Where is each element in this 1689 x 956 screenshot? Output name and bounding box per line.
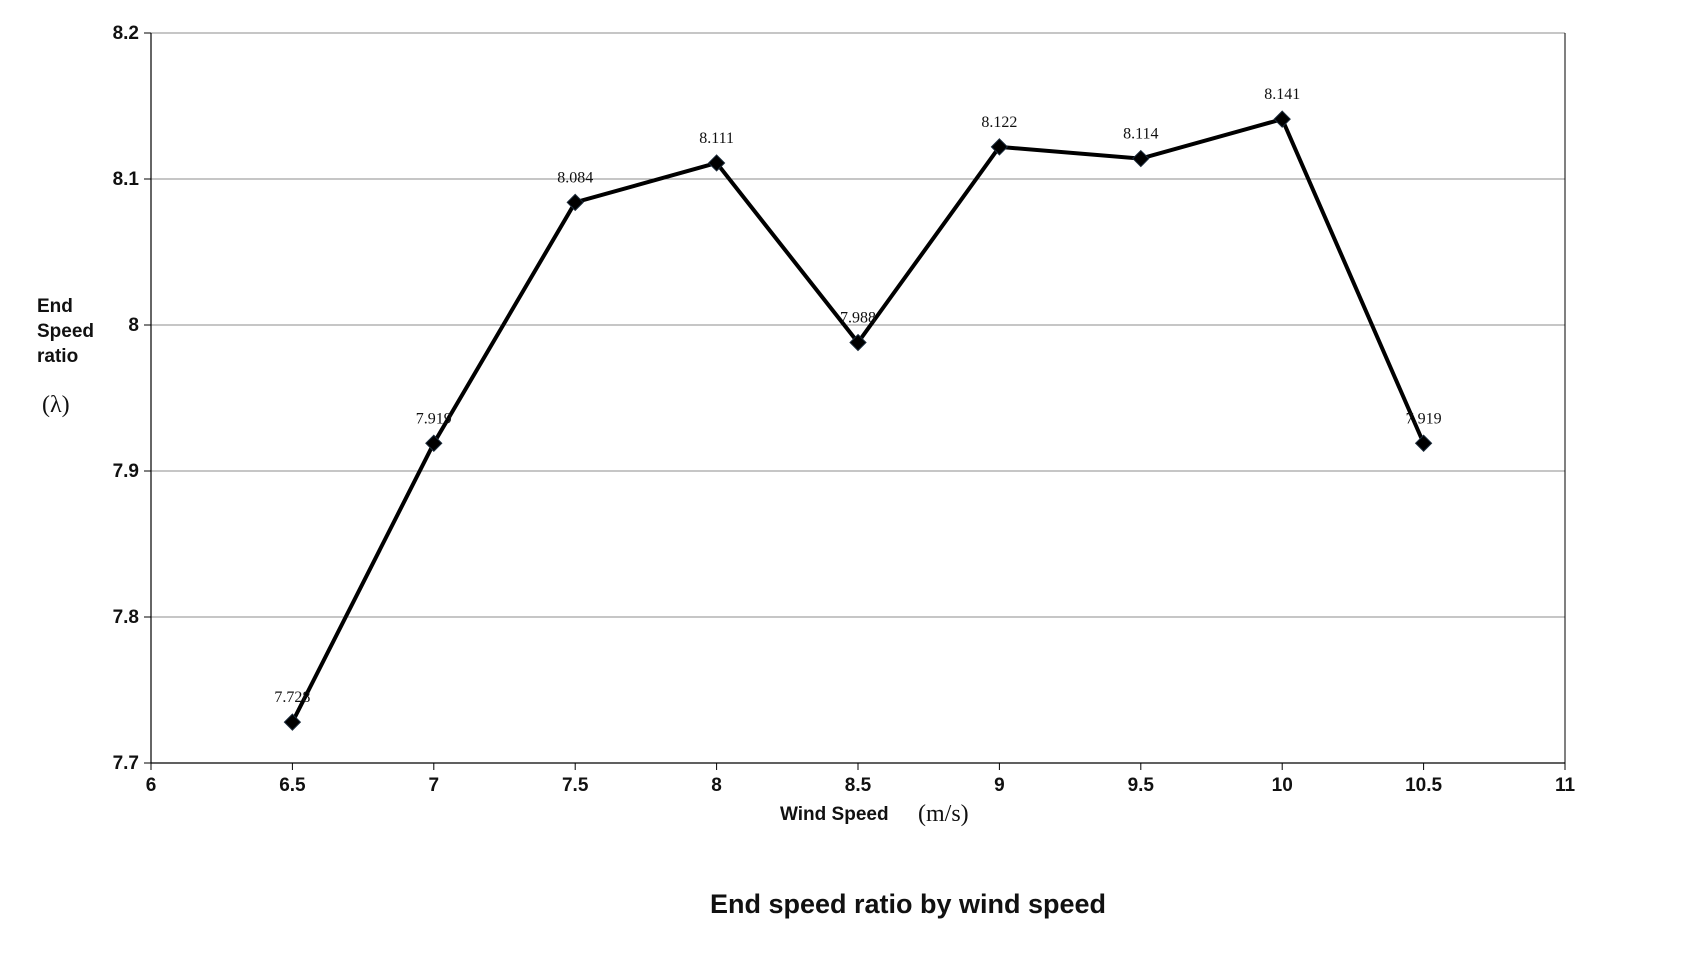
- data-labels: 7.728 7.919 8.084 8.111 7.988 8.122 8.114 8.141…: [274, 86, 1441, 706]
- data-point-marker: [1414, 434, 1433, 452]
- data-label: 7.728: [274, 689, 310, 706]
- y-tick-label-4: 8.1: [113, 169, 140, 190]
- y-axis-title-line-3: ratio: [37, 346, 78, 367]
- data-label: 8.122: [981, 114, 1017, 131]
- data-series: [283, 110, 1433, 731]
- x-tick-label-7: 9.5: [1128, 775, 1155, 796]
- tick-labels: 7.7 7.8 7.9 8 8.1 8.2 6 6.5 7 7.5 8 8.5 9 9.5 10 10.5 11: [113, 23, 1576, 796]
- data-point-marker: [707, 154, 726, 172]
- y-axis-title: End Speed ratio (λ): [37, 296, 94, 418]
- data-point-marker: [566, 193, 584, 212]
- x-axis-title: Wind Speed (m/s): [780, 801, 969, 827]
- y-tick-label-5: 8.2: [113, 23, 139, 44]
- y-axis-title-line-1: End: [37, 296, 73, 317]
- data-label: 7.919: [416, 410, 452, 427]
- x-tick-label-9: 10.5: [1405, 775, 1442, 796]
- x-tick-label-10: 11: [1555, 775, 1576, 796]
- data-label: 8.111: [699, 130, 734, 147]
- y-tick-label-0: 7.7: [113, 753, 139, 774]
- x-axis-title-label: Wind Speed: [780, 804, 889, 825]
- y-axis-title-line-2: Speed: [37, 321, 94, 342]
- data-point-marker: [283, 713, 302, 731]
- x-tick-label-5: 8.5: [845, 775, 872, 796]
- data-point-marker: [425, 434, 443, 452]
- data-label: 8.084: [557, 169, 593, 186]
- data-label: 7.988: [840, 310, 876, 327]
- x-tick-label-4: 8: [711, 775, 722, 796]
- chart-title: End speed ratio by wind speed: [710, 889, 1106, 919]
- data-label: 8.141: [1264, 86, 1300, 103]
- data-point-marker: [1132, 149, 1150, 168]
- y-tick-label-3: 8: [128, 315, 139, 336]
- y-tick-label-1: 7.8: [113, 607, 139, 628]
- data-label: 7.919: [1406, 410, 1442, 427]
- data-point-marker: [1273, 110, 1291, 128]
- data-point-marker: [990, 138, 1009, 156]
- data-point-marker: [849, 333, 867, 352]
- x-tick-label-8: 10: [1272, 775, 1293, 796]
- series-line-0: [290, 116, 1426, 724]
- data-label: 8.114: [1123, 126, 1158, 143]
- y-tick-label-2: 7.9: [113, 461, 139, 482]
- x-tick-label-0: 6: [146, 775, 157, 796]
- x-axis-unit: (m/s): [918, 801, 969, 827]
- x-tick-label-6: 9: [994, 775, 1005, 796]
- y-axis-symbol: (λ): [42, 392, 70, 418]
- grid-lines: [151, 32, 1565, 764]
- x-tick-label-3: 7.5: [562, 775, 589, 796]
- axes: [144, 32, 1566, 770]
- x-tick-label-2: 7: [429, 775, 440, 796]
- x-tick-label-1: 6.5: [279, 775, 306, 796]
